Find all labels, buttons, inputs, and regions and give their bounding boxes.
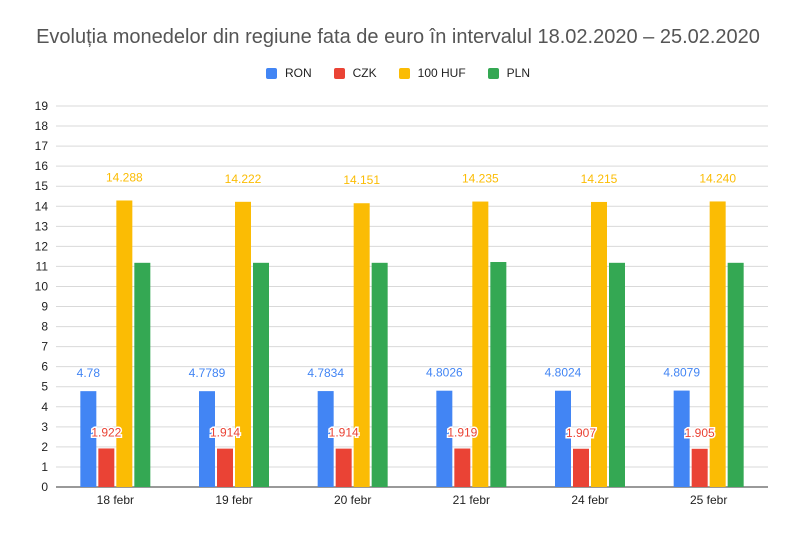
data-label: 4.7834	[307, 366, 344, 380]
data-label: 1.919	[447, 426, 477, 440]
data-label: 14.215	[581, 172, 618, 186]
y-tick-label: 2	[41, 440, 48, 454]
y-tick-label: 6	[41, 360, 48, 374]
bar	[454, 448, 471, 487]
data-label: 14.151	[343, 173, 380, 187]
data-label: 14.235	[462, 172, 499, 186]
x-tick-label: 25 febr	[690, 493, 727, 507]
y-tick-label: 16	[35, 159, 49, 173]
legend-swatch	[265, 67, 277, 79]
data-label: 4.7789	[189, 366, 226, 380]
bar	[472, 201, 489, 488]
legend-item[interactable]: RON	[265, 66, 312, 80]
legend: RON CZK 100 HUF PLN	[0, 66, 796, 80]
legend-label: 100 HUF	[417, 66, 466, 80]
legend-item[interactable]: CZK	[333, 66, 377, 80]
bar	[436, 390, 453, 487]
y-tick-label: 5	[41, 380, 48, 394]
data-label: 1.914	[210, 426, 240, 440]
y-tick-label: 15	[35, 179, 49, 193]
x-tick-label: 20 febr	[334, 493, 371, 507]
y-tick-label: 7	[41, 340, 48, 354]
legend-label: PLN	[506, 66, 531, 80]
y-tick-label: 19	[35, 99, 49, 113]
legend-swatch	[398, 67, 410, 79]
chart-title: Evoluția monedelor din regiune fata de e…	[36, 26, 760, 48]
y-tick-label: 18	[35, 119, 49, 133]
x-tick-label: 21 febr	[453, 493, 490, 507]
data-label: 4.8079	[663, 366, 700, 380]
bar	[134, 262, 151, 487]
bar	[691, 448, 708, 487]
bar	[371, 262, 388, 487]
bar	[317, 391, 334, 487]
y-tick-label: 14	[35, 199, 49, 213]
bar	[609, 262, 625, 487]
y-tick-label: 13	[35, 219, 49, 233]
bar	[80, 391, 97, 487]
bar	[98, 448, 115, 487]
x-tick-label: 24 febr	[571, 493, 608, 507]
bar	[353, 203, 370, 487]
bar	[673, 390, 690, 487]
legend-swatch	[333, 67, 345, 79]
y-tick-label: 10	[35, 279, 49, 293]
y-tick-label: 11	[36, 259, 49, 273]
legend-item[interactable]: PLN	[487, 66, 531, 80]
data-label: 4.8024	[545, 366, 582, 380]
legend-swatch	[487, 67, 499, 79]
legend-label: RON	[284, 66, 312, 80]
legend-item[interactable]: 100 HUF	[398, 66, 466, 80]
data-label: 4.78	[77, 366, 101, 380]
bar	[709, 201, 726, 487]
bar	[116, 200, 133, 487]
data-label: 14.222	[225, 172, 262, 186]
x-tick-label: 19 febr	[215, 493, 252, 507]
legend-label: CZK	[352, 66, 377, 80]
y-tick-label: 9	[41, 300, 48, 314]
data-label: 1.905	[685, 426, 715, 440]
data-label: 1.914	[329, 426, 359, 440]
data-label: 1.907	[566, 426, 596, 440]
bar	[253, 262, 269, 487]
bar	[199, 391, 215, 487]
bar	[217, 448, 233, 487]
data-label: 1.922	[91, 425, 121, 439]
bar	[727, 262, 744, 487]
bar	[573, 448, 589, 487]
bar	[235, 201, 251, 488]
bar	[591, 201, 607, 487]
data-label: 14.288	[106, 170, 143, 184]
bar	[490, 262, 507, 487]
y-tick-label: 0	[41, 480, 48, 494]
y-tick-label: 4	[41, 400, 48, 414]
y-tick-label: 17	[35, 139, 49, 153]
y-tick-label: 8	[41, 320, 48, 334]
data-label: 4.8026	[426, 366, 463, 380]
bar	[555, 390, 571, 487]
y-tick-label: 3	[41, 420, 48, 434]
y-tick-label: 12	[35, 239, 49, 253]
bar	[335, 448, 352, 487]
y-tick-label: 1	[41, 460, 48, 474]
data-label: 14.240	[699, 171, 736, 185]
x-tick-label: 18 febr	[97, 493, 134, 507]
